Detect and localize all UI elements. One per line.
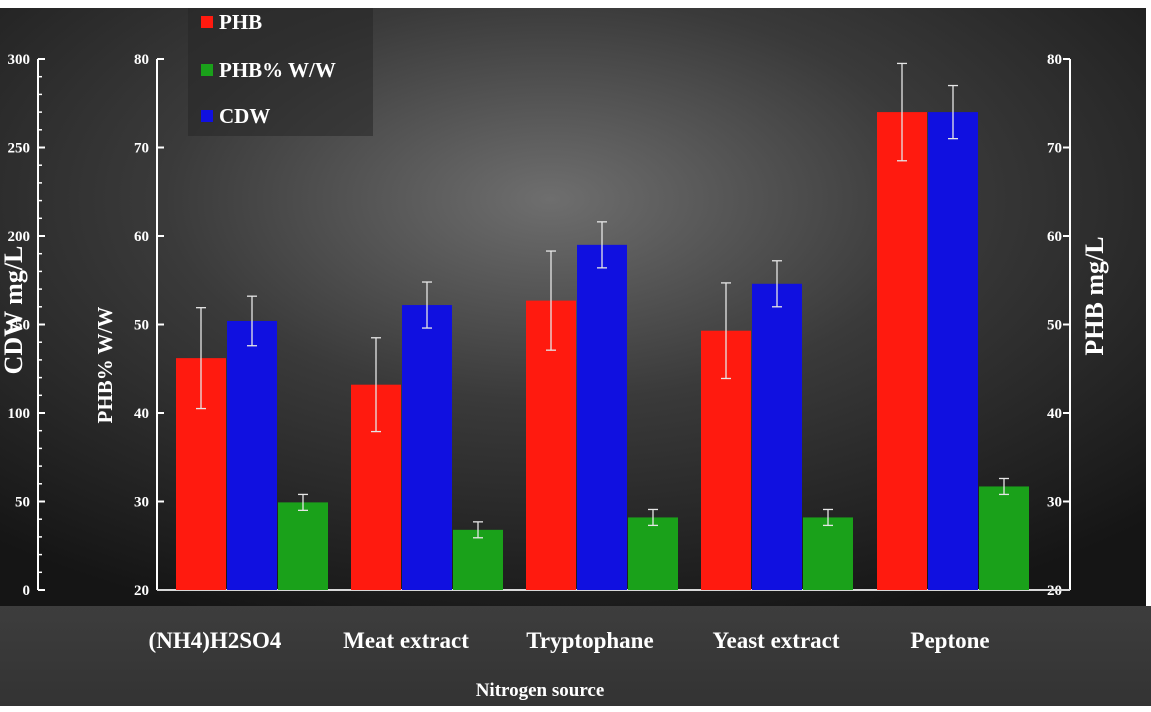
legend: PHB PHB% W/W CDW	[188, 8, 373, 136]
legend-entry: PHB% W/W	[201, 58, 336, 82]
legend-entry: PHB	[201, 10, 262, 34]
category-label: Peptone	[910, 628, 989, 653]
phb_percent-tick-label: 30	[134, 495, 149, 511]
phb_percent-tick-label: 50	[134, 318, 149, 334]
legend-swatch	[201, 110, 213, 122]
cdw-tick-label: 300	[8, 52, 31, 68]
cdw-tick-label: 200	[8, 229, 31, 245]
error-bar	[422, 281, 432, 329]
phb_percent-axis-title: PHB% W/W	[93, 307, 117, 424]
phb-tick-label: 40	[1047, 406, 1062, 422]
bar-phb-w-w-4	[979, 486, 1029, 590]
bars-layer	[176, 112, 1029, 590]
legend-label: CDW	[219, 104, 270, 128]
phb-tick-label: 60	[1047, 229, 1062, 245]
phb_percent-tick-label: 20	[134, 583, 149, 599]
legend-label: PHB% W/W	[219, 58, 336, 82]
bar-phb-4	[877, 112, 927, 590]
bar-cdw-4	[928, 112, 978, 590]
bar-phb-w-w-2	[628, 517, 678, 590]
category-label: (NH4)H2SO4	[149, 628, 282, 653]
phb-tick-label: 70	[1047, 141, 1062, 157]
phb-axis-title: PHB mg/L	[1080, 236, 1109, 355]
error-bar	[999, 477, 1009, 496]
cdw-tick-label: 250	[8, 141, 31, 157]
bar-phb-w-w-0	[278, 502, 328, 590]
error-bar	[823, 508, 833, 527]
cdw-tick-label: 50	[15, 495, 30, 511]
phb-tick-label: 50	[1047, 318, 1062, 334]
phb_percent-axis: 20 30 40 50 60 70 80 PHB% W/W	[93, 52, 164, 599]
error-bar	[772, 260, 782, 308]
labels-layer: (NH4)H2SO4 Meat extract Tryptophane Yeast e…	[149, 628, 990, 701]
legend-label: PHB	[219, 10, 262, 34]
bar-cdw-0	[227, 320, 277, 590]
error-bar	[196, 307, 206, 410]
phb_percent-tick-label: 40	[134, 406, 149, 422]
error-bar	[897, 62, 907, 162]
legend-swatch	[201, 64, 213, 76]
error-bar	[473, 521, 483, 539]
error-bar	[546, 250, 556, 351]
bar-cdw-3	[752, 283, 802, 590]
category-label: Tryptophane	[526, 628, 653, 653]
cdw-tick-label: 100	[8, 406, 31, 422]
legend-entry: CDW	[201, 104, 270, 128]
error-bar	[247, 295, 257, 347]
error-bar	[298, 493, 308, 512]
error-bars-layer	[196, 62, 1009, 539]
error-bar	[721, 282, 731, 380]
error-bar	[371, 337, 381, 433]
phb_percent-tick-label: 70	[134, 141, 149, 157]
bar-cdw-1	[402, 305, 452, 590]
legend-swatch	[201, 16, 213, 28]
cdw-axis-title: CDW mg/L	[0, 246, 28, 375]
error-bar	[648, 508, 658, 527]
category-label: Yeast extract	[712, 628, 839, 653]
cdw-tick-label: 150	[8, 318, 31, 334]
cdw-tick-label: 0	[23, 583, 31, 599]
bar-cdw-2	[577, 244, 627, 590]
cdw-axis: 0 50 100 150 200 250 300 CDW mg/L	[0, 52, 45, 599]
phb-tick-label: 30	[1047, 495, 1062, 511]
phb_percent-tick-label: 80	[134, 52, 149, 68]
phb-tick-label: 80	[1047, 52, 1062, 68]
error-bar	[597, 221, 607, 269]
x-axis-title: Nitrogen source	[476, 680, 605, 701]
bar-phb-w-w-1	[453, 529, 503, 590]
category-band	[0, 606, 1151, 706]
error-bar	[948, 84, 958, 140]
legend-background	[188, 8, 373, 136]
phb_percent-tick-label: 60	[134, 229, 149, 245]
category-label: Meat extract	[343, 628, 469, 653]
bar-phb-w-w-3	[803, 517, 853, 590]
